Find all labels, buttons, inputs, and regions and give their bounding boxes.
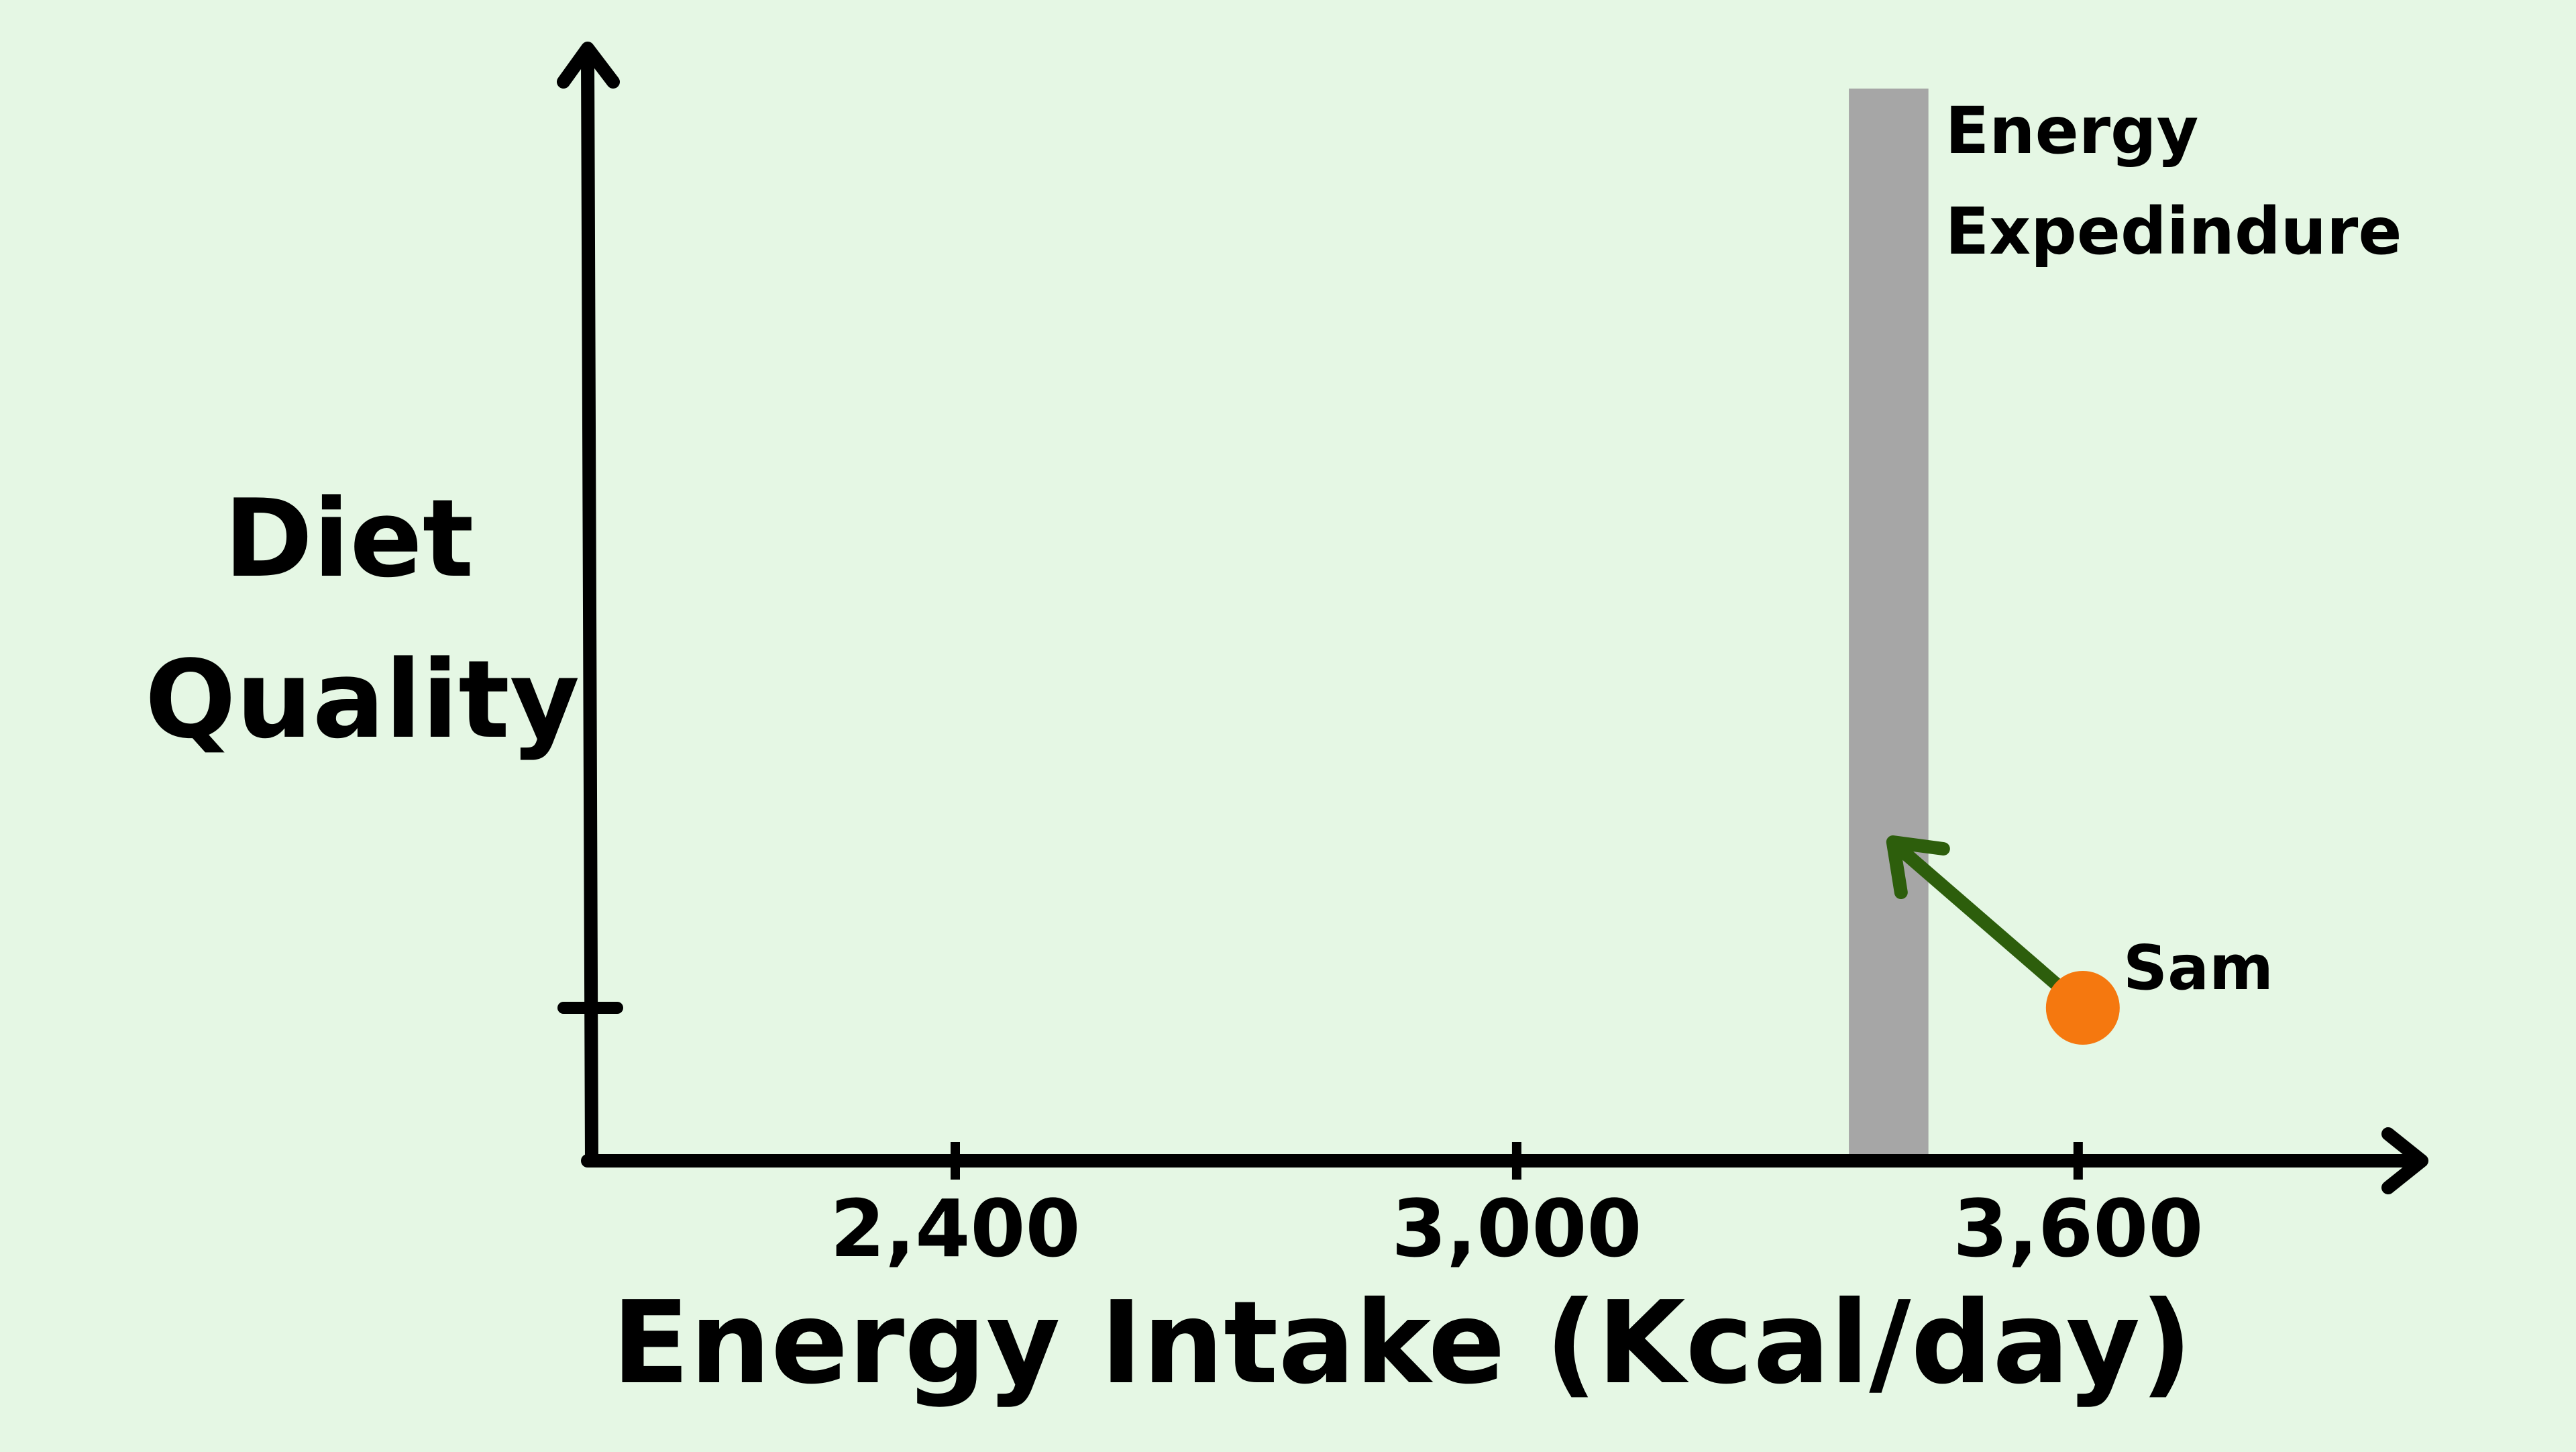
band-label-line-2: Expedindure <box>1945 194 2402 269</box>
x-axis-arrowhead <box>2381 1127 2428 1194</box>
y-axis-arrowhead <box>557 42 620 89</box>
y-axis-label-line-1: Diet <box>224 476 474 601</box>
x-tick-label-2: 3,600 <box>1953 1182 2203 1275</box>
band-label-line-1: Energy <box>1945 93 2199 168</box>
x-axis-label: Energy Intake (Kcal/day) <box>612 1277 2192 1410</box>
data-points: Sam <box>2045 932 2273 1045</box>
data-point-label-sam: Sam <box>2123 932 2273 1004</box>
data-point-sam <box>2045 971 2120 1045</box>
movement-arrowhead <box>1886 835 1950 899</box>
movement-arrow <box>1891 841 2070 996</box>
x-axis-ticks: 2,400 3,000 3,600 <box>830 1142 2203 1275</box>
x-tick-label-0: 2,400 <box>830 1182 1080 1275</box>
y-axis <box>581 52 598 1168</box>
x-tick-label-1: 3,000 <box>1391 1182 1642 1275</box>
energy-expenditure-band <box>1849 89 1929 1161</box>
y-axis-label-line-2: Quality <box>145 637 580 762</box>
